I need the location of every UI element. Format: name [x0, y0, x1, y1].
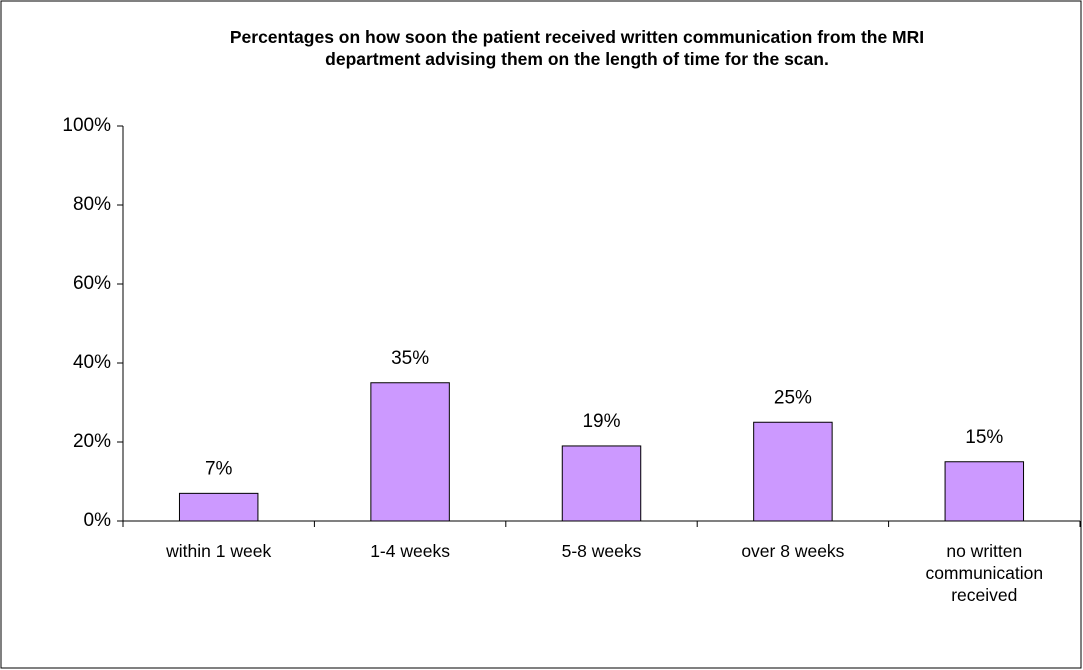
data-label: 19%	[582, 411, 620, 432]
bar	[370, 382, 450, 522]
bar	[178, 492, 259, 522]
chart-title: Percentages on how soon the patient rece…	[229, 27, 925, 69]
data-label: 7%	[205, 458, 233, 479]
data-label: 15%	[965, 427, 1003, 448]
x-tick-label: 5-8 weeks	[561, 541, 642, 561]
data-label: 25%	[774, 387, 812, 408]
x-tick-label: within 1 week	[166, 541, 272, 561]
bar	[944, 461, 1025, 522]
y-tick-label: 20%	[73, 431, 111, 452]
data-label: 35%	[391, 348, 429, 369]
y-tick-label: 60%	[73, 273, 111, 294]
x-tick-label: over 8 weeks	[741, 541, 845, 561]
y-tick-label: 0%	[84, 510, 112, 531]
y-tick-label: 80%	[73, 194, 111, 215]
y-tick-label: 100%	[62, 115, 111, 136]
bar	[561, 445, 642, 522]
y-tick-label: 40%	[73, 352, 111, 373]
x-tick-label: no written communication received	[925, 541, 1044, 605]
x-tick-label: 1-4 weeks	[370, 541, 450, 561]
bar	[753, 421, 833, 522]
